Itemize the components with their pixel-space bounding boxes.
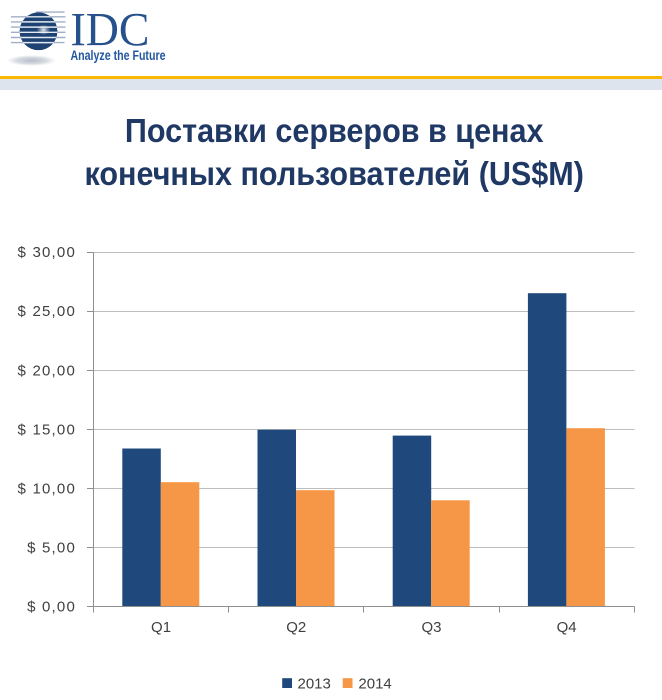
- svg-text:IDC: IDC: [71, 4, 150, 57]
- svg-text:$ 10,00: $ 10,00: [18, 480, 76, 497]
- svg-text:$ 5,00: $ 5,00: [27, 539, 76, 556]
- svg-text:$ 25,00: $ 25,00: [18, 303, 76, 320]
- svg-text:2014: 2014: [358, 676, 391, 693]
- svg-text:$ 20,00: $ 20,00: [18, 362, 76, 379]
- svg-text:$ 15,00: $ 15,00: [18, 421, 76, 438]
- svg-text:Q2: Q2: [286, 619, 306, 636]
- svg-text:$ 0,00: $ 0,00: [27, 598, 76, 615]
- svg-text:Q1: Q1: [151, 619, 171, 636]
- svg-text:Analyze the Future: Analyze the Future: [71, 48, 166, 63]
- svg-text:$ 30,00: $ 30,00: [18, 244, 76, 261]
- svg-text:Q4: Q4: [557, 619, 577, 636]
- svg-text:2013: 2013: [298, 676, 331, 693]
- svg-text:Q3: Q3: [421, 619, 441, 636]
